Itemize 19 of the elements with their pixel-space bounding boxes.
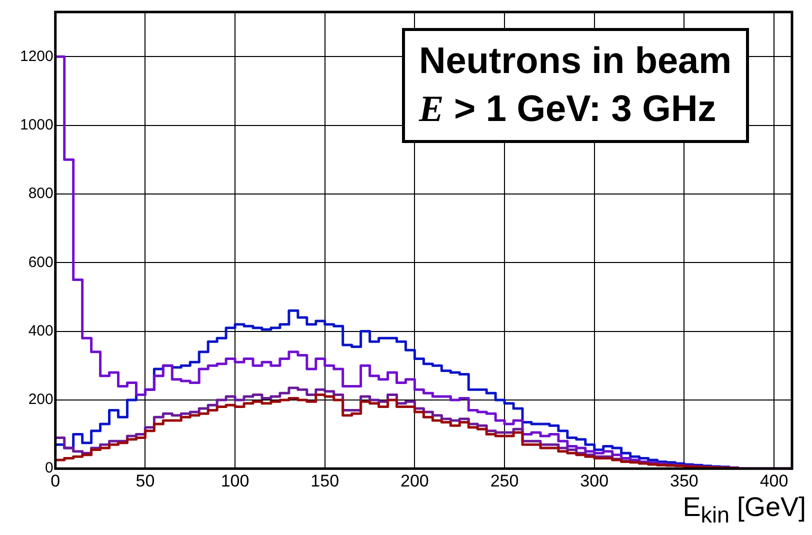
x-tick-label: 150 (310, 471, 340, 490)
x-tick-label: 200 (400, 471, 429, 490)
annotation: Neutrons in beam (419, 39, 732, 83)
y-tick-label: 400 (28, 322, 54, 340)
y-tick-label: 1200 (20, 48, 54, 65)
x-tick-label: 400 (760, 471, 788, 490)
x-tick-label: 300 (580, 471, 609, 490)
y-tick-label: 0 (45, 460, 54, 477)
y-tick-label: 1000 (20, 116, 54, 134)
legend-box: Neutrons in beam E > 1 GeV: 3 GHz (402, 28, 748, 143)
y-tick-label: 800 (28, 185, 54, 202)
y-tick-label: 200 (28, 391, 54, 408)
x-tick-label: 250 (490, 471, 519, 490)
x-tick-label: 50 (136, 471, 155, 490)
annotation: E > 1 GeV: 3 GHz (419, 87, 718, 132)
y-tick-label: 600 (28, 254, 54, 271)
x-tick-label: 100 (220, 471, 250, 490)
x-axis-title: E$_{kin}$ [GeV] (682, 492, 806, 528)
x-tick-label: 350 (670, 471, 698, 490)
